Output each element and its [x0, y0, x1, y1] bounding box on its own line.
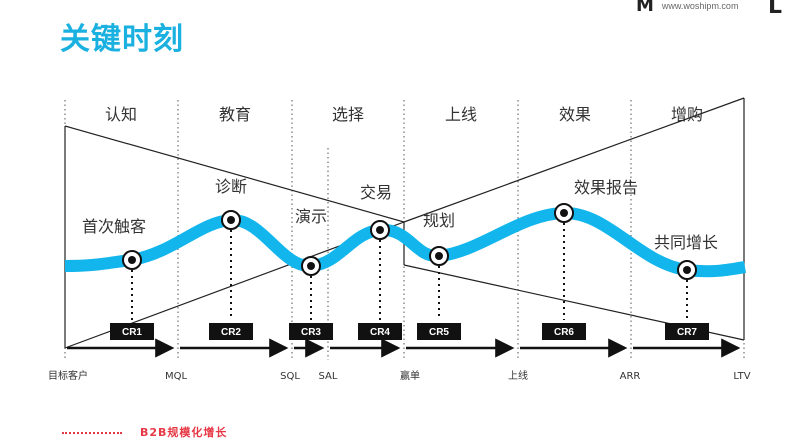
funnel-upper-left [64, 125, 405, 223]
milestone-label: 上线 [508, 369, 528, 382]
milestone-label: 目标客户 [48, 369, 88, 382]
milestone-label: SQL [280, 371, 300, 382]
moment-marker [122, 250, 142, 270]
event-label: 演示 [295, 207, 327, 226]
cr-badge: CR6 [542, 323, 586, 340]
stage-label: 增购 [671, 105, 703, 124]
cr-badge-label: CR6 [554, 327, 574, 338]
event-labels: 首次触客 诊断 演示 交易 规划 效果报告 共同增长 [82, 177, 718, 252]
moment-marker [370, 220, 390, 240]
milestone-label: 赢单 [400, 369, 420, 382]
cr-badge: CR3 [289, 323, 333, 340]
cr-badge-label: CR3 [301, 327, 321, 338]
milestone-label: SAL [319, 371, 338, 382]
event-label: 首次触客 [82, 217, 146, 236]
stage-label: 上线 [445, 105, 477, 124]
footer-tag: B2B规模化增长 [140, 426, 228, 439]
cr-badge-label: CR7 [677, 327, 697, 338]
moment-drop-lines [131, 223, 688, 320]
brand-url[interactable]: www.woshipm.com [661, 1, 739, 11]
cr-badges: CR1 CR2 CR3 CR4 CR5 CR6 CR7 [110, 323, 709, 340]
cr-badge-label: CR2 [221, 327, 241, 338]
cr-badge: CR1 [110, 323, 154, 340]
event-label: 效果报告 [574, 178, 638, 197]
moment-markers [122, 203, 697, 280]
cr-badge-label: CR4 [370, 327, 390, 338]
cr-badge: CR4 [358, 323, 402, 340]
stage-label: 教育 [219, 105, 251, 124]
brand-mark-icon: L [768, 0, 783, 19]
event-label: 交易 [360, 183, 392, 202]
moment-marker [554, 203, 574, 223]
page-title: 关键时刻 [60, 22, 184, 57]
cr-badge: CR2 [209, 323, 253, 340]
brand[interactable]: M www.woshipm.com [636, 0, 739, 16]
milestone-label: LTV [733, 371, 750, 382]
event-label: 规划 [423, 211, 455, 230]
funnel-upper-right [403, 97, 745, 223]
brand-logo-icon: M [636, 0, 654, 16]
moment-marker [429, 246, 449, 266]
cr-badge: CR5 [417, 323, 461, 340]
milestone-label: ARR [620, 371, 641, 382]
stage-label: 效果 [559, 105, 591, 124]
event-label: 诊断 [215, 177, 247, 196]
moment-marker [301, 256, 321, 276]
cr-badge-label: CR5 [429, 327, 449, 338]
moment-marker [677, 260, 697, 280]
stage-label: 选择 [332, 105, 364, 124]
cr-badge: CR7 [665, 323, 709, 340]
cr-badge-label: CR1 [122, 327, 142, 338]
stage-label: 认知 [105, 105, 137, 124]
footer-decoration [62, 432, 122, 440]
milestone-label: MQL [165, 371, 187, 382]
bowtie-funnel [64, 97, 745, 349]
milestone-labels: 目标客户 MQL SQL SAL 赢单 上线 ARR LTV [48, 369, 751, 382]
moment-marker [221, 210, 241, 230]
stage-labels: 认知 教育 选择 上线 效果 增购 [105, 105, 703, 124]
event-label: 共同增长 [654, 233, 718, 252]
